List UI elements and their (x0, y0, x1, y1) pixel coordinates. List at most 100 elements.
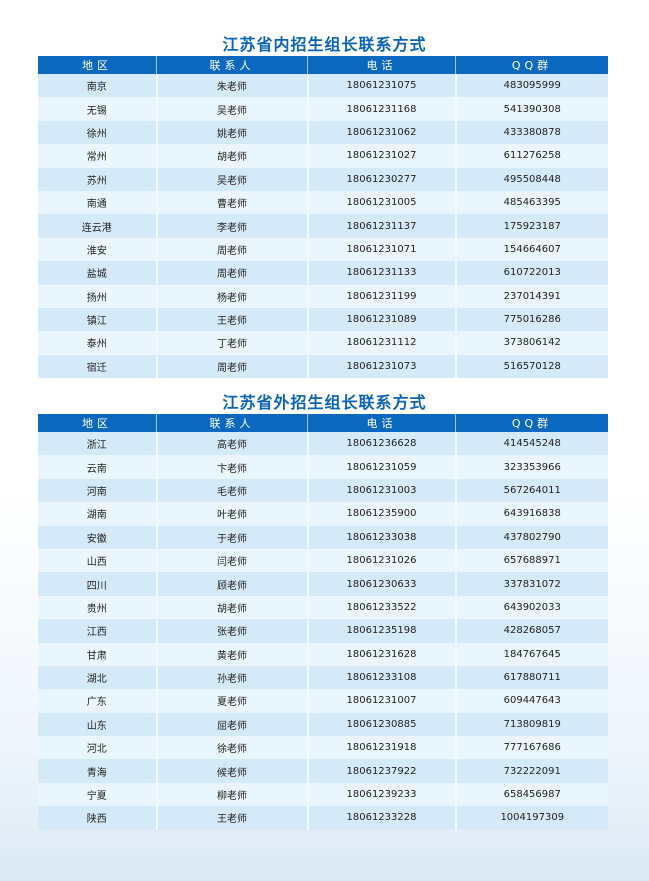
region-cell: 徐州 (38, 120, 157, 145)
region-cell: 山西 (38, 548, 157, 573)
contact-cell: 张老师 (155, 619, 308, 643)
phone-cell: 18061233038 (306, 525, 456, 549)
table-row: 广东 夏老师 18061231007 609447643 (38, 689, 608, 713)
outside-title: 江苏省外招生组长联系方式 (222, 393, 427, 412)
table-row: 甘肃 黄老师 18061231628 184767645 (38, 642, 608, 666)
region-cell: 镇江 (38, 307, 157, 332)
contact-cell: 屈老师 (155, 712, 308, 737)
region-cell: 甘肃 (38, 642, 157, 666)
region-cell: 广东 (38, 689, 157, 713)
qq-group-cell: 414545248 (454, 432, 608, 456)
contact-cell: 王老师 (155, 806, 308, 830)
column-phone: 电话 (307, 56, 456, 74)
column-qq-group: QQ群 (455, 56, 608, 74)
table-row: 南京 朱老师 18061231075 483095999 (38, 74, 608, 98)
contact-cell: 于老师 (155, 525, 308, 549)
contact-cell: 夏老师 (155, 689, 308, 713)
phone-cell: 18061231628 (306, 642, 456, 666)
phone-cell: 18061235198 (306, 619, 456, 643)
qq-group-cell: 643916838 (454, 502, 608, 526)
phone-cell: 18061231059 (306, 455, 456, 479)
region-cell: 宿迁 (38, 354, 157, 379)
qq-group-cell: 516570128 (454, 354, 608, 379)
contact-cell: 吴老师 (155, 97, 308, 121)
qq-group-cell: 237014391 (454, 284, 608, 308)
inside-title: 江苏省内招生组长联系方式 (222, 35, 427, 54)
qq-group-cell: 567264011 (454, 478, 608, 503)
region-cell: 常州 (38, 144, 157, 168)
table-row: 宁夏 柳老师 18061239233 658456987 (38, 782, 608, 807)
region-cell: 淮安 (38, 237, 157, 262)
table-row: 无锡 吴老师 18061231168 541390308 (38, 97, 608, 121)
contact-cell: 卞老师 (155, 455, 308, 479)
table-row: 湖南 叶老师 18061235900 643916838 (38, 502, 608, 526)
contact-cell: 闫老师 (155, 548, 308, 573)
region-cell: 扬州 (38, 284, 157, 308)
phone-cell: 18061231073 (306, 354, 456, 379)
phone-cell: 18061230885 (306, 712, 456, 737)
region-cell: 南通 (38, 190, 157, 215)
phone-cell: 18061231062 (306, 120, 456, 145)
qq-group-cell: 610722013 (454, 261, 608, 285)
phone-cell: 18061231027 (306, 144, 456, 168)
qq-group-cell: 323353966 (454, 455, 608, 479)
table-row: 陕西 王老师 18061233228 1004197309 (38, 806, 608, 830)
contact-cell: 毛老师 (155, 478, 308, 503)
contact-cell: 周老师 (155, 237, 308, 262)
contact-cell: 孙老师 (155, 665, 308, 690)
contact-cell: 曹老师 (155, 190, 308, 215)
table-row: 常州 胡老师 18061231027 611276258 (38, 144, 608, 168)
table-row: 河北 徐老师 18061231918 777167686 (38, 736, 608, 760)
table-row: 四川 顾老师 18061230633 337831072 (38, 572, 608, 596)
region-cell: 宁夏 (38, 782, 157, 807)
contact-cell: 周老师 (155, 261, 308, 285)
table-row: 山西 闫老师 18061231026 657688971 (38, 548, 608, 573)
phone-cell: 18061231133 (306, 261, 456, 285)
table-row: 泰州 丁老师 18061231112 373806142 (38, 331, 608, 355)
column-region: 地区 (38, 414, 157, 432)
contact-cell: 徐老师 (155, 736, 308, 760)
region-cell: 安徽 (38, 525, 157, 549)
table-row: 贵州 胡老师 18061233522 643902033 (38, 595, 608, 620)
table-row: 云南 卞老师 18061231059 323353966 (38, 455, 608, 479)
phone-cell: 18061231005 (306, 190, 456, 215)
table-header: 地区 联系人 电话 QQ群 (38, 414, 608, 432)
table-header: 地区 联系人 电话 QQ群 (38, 56, 608, 74)
phone-cell: 18061233108 (306, 665, 456, 690)
qq-group-cell: 337831072 (454, 572, 608, 596)
phone-cell: 18061230277 (306, 167, 456, 191)
qq-group-cell: 184767645 (454, 642, 608, 666)
qq-group-cell: 658456987 (454, 782, 608, 807)
phone-cell: 18061231199 (306, 284, 456, 308)
contact-cell: 胡老师 (155, 144, 308, 168)
table-row: 湖北 孙老师 18061233108 617880711 (38, 665, 608, 690)
contact-cell: 李老师 (155, 214, 308, 238)
phone-cell: 18061231026 (306, 548, 456, 573)
contact-cell: 柳老师 (155, 782, 308, 807)
region-cell: 苏州 (38, 167, 157, 191)
contact-cell: 高老师 (155, 432, 308, 456)
region-cell: 泰州 (38, 331, 157, 355)
phone-cell: 18061235900 (306, 502, 456, 526)
phone-cell: 18061231071 (306, 237, 456, 262)
contact-cell: 顾老师 (155, 572, 308, 596)
qq-group-cell: 483095999 (454, 74, 608, 98)
contact-cell: 姚老师 (155, 120, 308, 145)
table-row: 淮安 周老师 18061231071 154664607 (38, 237, 608, 262)
phone-cell: 18061231089 (306, 307, 456, 332)
region-cell: 无锡 (38, 97, 157, 121)
table-row: 安徽 于老师 18061233038 437802790 (38, 525, 608, 549)
qq-group-cell: 541390308 (454, 97, 608, 121)
qq-group-cell: 373806142 (454, 331, 608, 355)
table-row: 扬州 杨老师 18061231199 237014391 (38, 284, 608, 308)
contact-cell: 候老师 (155, 759, 308, 783)
qq-group-cell: 437802790 (454, 525, 608, 549)
outside-contacts-table: 地区 联系人 电话 QQ群 浙江 高老师 18061236628 414545248 云… (38, 414, 608, 830)
contact-cell: 黄老师 (155, 642, 308, 666)
contact-cell: 杨老师 (155, 284, 308, 308)
region-cell: 湖南 (38, 502, 157, 526)
region-cell: 盐城 (38, 261, 157, 285)
region-cell: 四川 (38, 572, 157, 596)
region-cell: 贵州 (38, 595, 157, 620)
table-row: 连云港 李老师 18061231137 175923187 (38, 214, 608, 238)
